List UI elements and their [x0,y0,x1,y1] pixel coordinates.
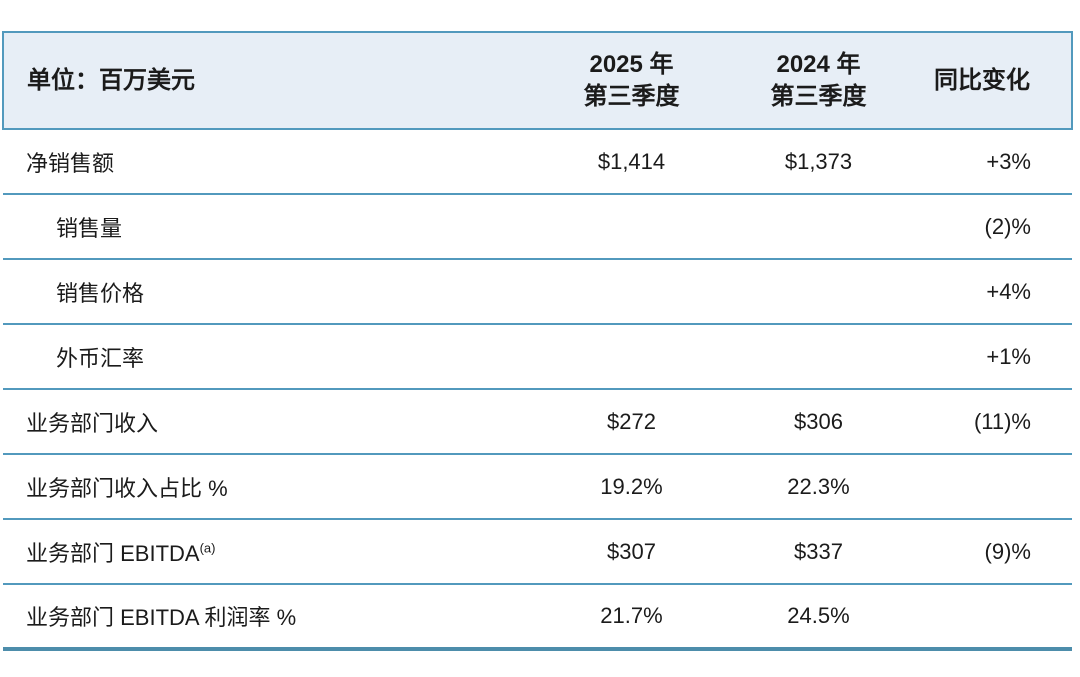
financial-results-table: 单位：百万美元 2025 年 第三季度 2024 年 第三季度 同比变化 净销售… [2,31,1073,651]
table-row-fx-rate: 外币汇率 +1% [3,324,1072,390]
cell-q3-2025: $1,414 [538,129,725,195]
cell-q3-2024: 24.5% [725,584,912,651]
table-row-segment-ebitda: 业务部门 EBITDA(a) $307 $337 (9)% [3,519,1072,585]
table-header: 单位：百万美元 2025 年 第三季度 2024 年 第三季度 同比变化 [2,31,1073,130]
header-q3-2025: 2025 年 第三季度 [538,31,725,130]
row-label: 净销售额 [3,129,538,195]
table-row-net-sales: 净销售额 $1,414 $1,373 +3% [3,129,1072,195]
cell-q3-2025 [538,324,725,390]
row-label: 业务部门收入 [3,389,538,455]
table-body: 净销售额 $1,414 $1,373 +3% 销售量 (2)% 销售价格 +4%… [3,129,1072,651]
table-row-sales-price: 销售价格 +4% [3,259,1072,325]
header-q3-2024-line2: 第三季度 [770,82,867,110]
cell-q3-2025: 19.2% [538,454,725,520]
row-label-text: 业务部门 EBITDA [26,540,200,566]
cell-q3-2024: $337 [725,519,912,585]
row-label: 业务部门收入占比 % [3,454,538,520]
table-row-sales-volume: 销售量 (2)% [3,194,1072,260]
header-q3-2025-line2: 第三季度 [583,82,680,110]
cell-q3-2025: 21.7% [538,584,725,651]
cell-q3-2024: 22.3% [725,454,912,520]
cell-q3-2025 [538,194,725,260]
header-row: 单位：百万美元 2025 年 第三季度 2024 年 第三季度 同比变化 [2,31,1073,130]
cell-yoy: +3% [912,129,1072,195]
cell-q3-2024 [725,194,912,260]
row-label: 外币汇率 [3,324,538,390]
cell-q3-2024: $1,373 [725,129,912,195]
cell-q3-2024: $306 [725,389,912,455]
header-yoy-change: 同比变化 [912,31,1073,130]
table-row-segment-ebitda-margin: 业务部门 EBITDA 利润率 % 21.7% 24.5% [3,584,1072,651]
cell-yoy: +1% [912,324,1072,390]
table-row-segment-income: 业务部门收入 $272 $306 (11)% [3,389,1072,455]
header-q3-2024-line1: 2024 年 [776,50,861,78]
cell-yoy: (9)% [912,519,1072,585]
row-label: 业务部门 EBITDA(a) [3,519,538,585]
cell-yoy: (2)% [912,194,1072,260]
cell-q3-2024 [725,324,912,390]
cell-yoy: +4% [912,259,1072,325]
table-row-segment-income-margin: 业务部门收入占比 % 19.2% 22.3% [3,454,1072,520]
row-label: 业务部门 EBITDA 利润率 % [3,584,538,651]
row-label: 销售量 [3,194,538,260]
header-q3-2024: 2024 年 第三季度 [725,31,912,130]
footnote-marker: (a) [199,540,216,556]
row-label: 销售价格 [3,259,538,325]
cell-yoy: (11)% [912,389,1072,455]
cell-yoy [912,584,1072,651]
cell-q3-2025 [538,259,725,325]
cell-yoy [912,454,1072,520]
cell-q3-2024 [725,259,912,325]
cell-q3-2025: $307 [538,519,725,585]
cell-q3-2025: $272 [538,389,725,455]
header-q3-2025-line1: 2025 年 [589,50,674,78]
header-unit-label: 单位：百万美元 [2,31,538,130]
